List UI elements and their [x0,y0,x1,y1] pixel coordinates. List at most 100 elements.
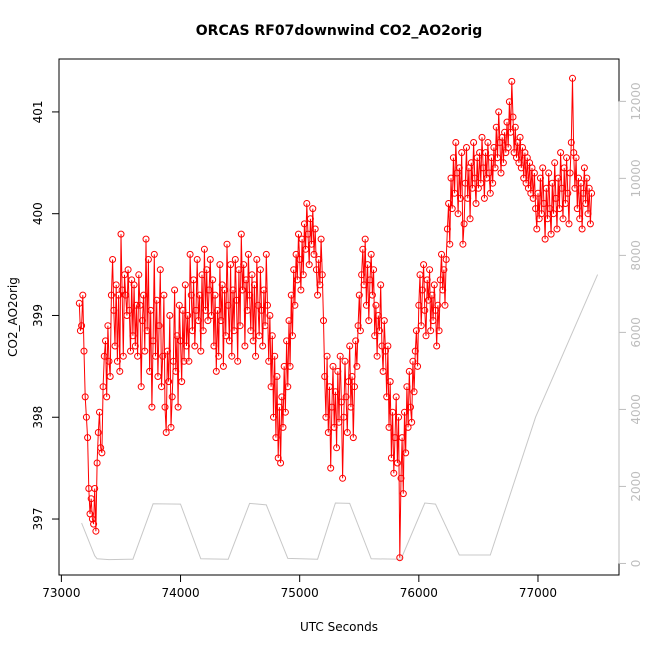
co2-point [482,149,490,157]
co2-point [583,174,591,182]
co2-point [491,164,499,172]
co2-point [445,200,453,207]
co2-point [306,215,314,223]
co2-point [533,225,541,233]
co2-point [206,256,214,263]
x-tick-label: 75000 [281,586,319,600]
co2-point [198,271,206,279]
co2-point [446,240,454,248]
co2-point [99,383,107,391]
co2-point [179,306,187,314]
y2-tick-label: 0 [629,560,643,568]
co2-point [124,266,132,274]
co2-point [105,357,113,365]
co2-point [266,312,274,319]
co2-point [349,434,357,442]
co2-point [137,383,145,391]
co2-point [402,449,410,457]
co2-point [557,149,565,157]
co2-point [410,388,418,396]
co2-point [239,286,246,294]
co2-point [342,393,350,401]
co2-point [458,149,466,157]
co2-point [584,210,592,218]
co2-point [168,393,176,401]
co2-point [395,413,403,421]
co2-point [311,225,319,233]
co2-point [544,215,551,223]
co2-point [225,337,233,345]
co2-point [484,139,492,146]
co2-point [451,189,459,197]
co2-point [565,220,573,228]
co2-point [190,276,198,284]
co2-point [80,347,88,355]
co2-point [291,301,299,309]
co2-point [270,413,277,421]
co2-point [345,378,352,386]
y2-tick-label: 6000 [629,317,643,348]
co2-point [376,327,383,335]
co2-point [260,286,268,294]
co2-point [228,352,236,360]
co2-point [261,322,269,330]
co2-point [163,347,171,355]
co2-point [404,423,412,431]
co2-point [142,235,150,243]
co2-point [497,169,505,177]
co2-point [582,200,590,207]
x-tick-label: 77000 [519,586,557,600]
co2-point [131,342,139,350]
co2-point [253,256,261,263]
co2-point [305,261,313,269]
y-tick-label: 398 [31,406,45,429]
co2-point [110,306,118,314]
co2-point [235,266,243,274]
co2-point [390,469,398,477]
co2-point [435,327,443,335]
co2-point [237,230,245,238]
co2-point [341,357,349,365]
co2-point [79,291,87,299]
co2-point [308,240,316,248]
co2-point [165,378,173,386]
co2-point [171,286,179,294]
co2-point [194,317,202,325]
co2-point [566,169,574,177]
co2-point [293,276,301,284]
co2-point [229,286,237,294]
co2-point [204,317,212,325]
co2-point [300,220,308,228]
co2-point [321,373,329,380]
co2-point [246,291,254,299]
co2-point [423,276,431,284]
co2-point [438,250,445,258]
co2-point [433,342,441,350]
co2-point [140,291,148,299]
co2-point [159,352,167,360]
co2-point [202,306,210,314]
co2-point [386,378,394,386]
co2-point [422,332,430,340]
co2-point [161,403,169,411]
co2-point [75,299,83,307]
co2-point [459,240,467,248]
co2-point [156,266,164,274]
co2-point [166,312,174,319]
co2-point [477,179,485,187]
co2-point [193,256,201,263]
co2-point [326,383,333,391]
co2-point [252,352,260,360]
co2-point [466,215,474,223]
co2-point [559,215,567,223]
co2-point [586,220,594,228]
co2-point [312,266,320,274]
y2-tick-label: 8000 [629,240,643,271]
co2-point [185,357,193,365]
co2-point [88,515,96,523]
co2-point [563,154,571,162]
co2-point [504,144,512,151]
co2-point [211,291,219,299]
co2-point [414,362,422,370]
co2-point [150,250,158,258]
